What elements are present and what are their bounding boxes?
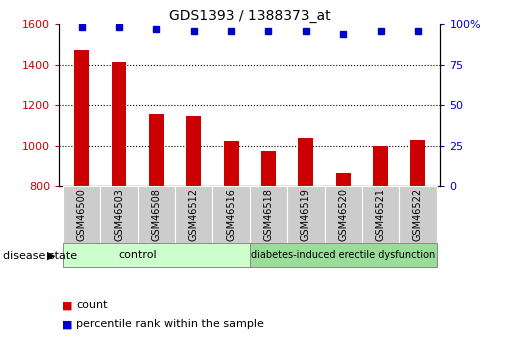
Bar (100, 186, 138, 243)
Text: count: count (76, 300, 108, 310)
Bar (362, 186, 399, 243)
Text: GSM46503: GSM46503 (114, 188, 124, 241)
Text: percentile rank within the sample: percentile rank within the sample (76, 319, 264, 329)
Bar (324, 186, 362, 243)
Text: GSM46516: GSM46516 (226, 188, 236, 241)
Bar (112, 62, 127, 186)
Text: GSM46520: GSM46520 (338, 188, 348, 241)
Bar (212, 186, 250, 243)
Text: ■: ■ (62, 300, 72, 310)
Bar (261, 151, 276, 186)
Bar (287, 186, 324, 243)
Bar (373, 146, 388, 186)
Text: ▶: ▶ (47, 251, 56, 261)
Text: GSM46500: GSM46500 (77, 188, 87, 241)
Text: GSM46519: GSM46519 (301, 188, 311, 241)
Bar (336, 173, 351, 186)
Text: diabetes-induced erectile dysfunction: diabetes-induced erectile dysfunction (251, 250, 435, 260)
Bar (74, 50, 89, 186)
Bar (224, 141, 238, 186)
Text: control: control (118, 250, 157, 260)
Bar (410, 140, 425, 186)
Title: GDS1393 / 1388373_at: GDS1393 / 1388373_at (169, 9, 331, 23)
Text: ■: ■ (62, 319, 72, 329)
Bar (250, 186, 287, 243)
Bar (399, 186, 437, 243)
Bar (250, 243, 437, 267)
Bar (298, 138, 313, 186)
Bar (63, 243, 250, 267)
Bar (138, 186, 175, 243)
Text: GSM46522: GSM46522 (413, 188, 423, 241)
Text: GSM46521: GSM46521 (375, 188, 386, 241)
Bar (149, 114, 164, 186)
Text: GSM46518: GSM46518 (264, 188, 273, 241)
Bar (63, 186, 100, 243)
Text: GSM46508: GSM46508 (151, 188, 161, 241)
Bar (186, 116, 201, 186)
Bar (175, 186, 212, 243)
Text: disease state: disease state (3, 251, 77, 261)
Text: GSM46512: GSM46512 (188, 188, 199, 241)
